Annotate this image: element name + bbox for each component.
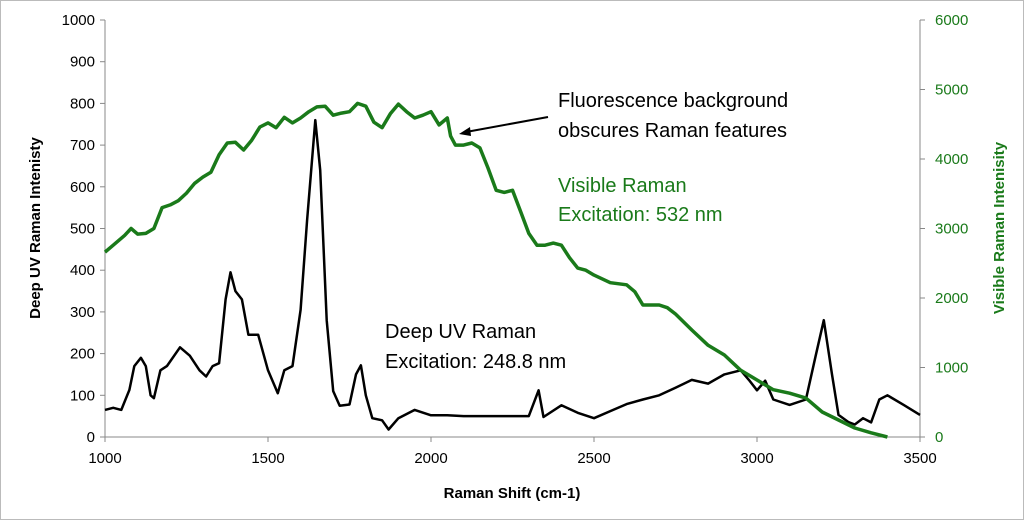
annotation-uv-1: Deep UV Raman	[385, 321, 536, 343]
x-tick-label: 2500	[577, 450, 610, 467]
x-axis-title: Raman Shift (cm-1)	[444, 485, 581, 502]
left-tick-label: 600	[70, 179, 95, 196]
x-tick-label: 3500	[903, 450, 936, 467]
left-tick-label: 500	[70, 221, 95, 238]
left-tick-label: 700	[70, 137, 95, 154]
left-tick-label: 800	[70, 95, 95, 112]
x-tick-label: 3000	[740, 450, 773, 467]
right-tick-label: 2000	[935, 290, 968, 307]
left-tick-label: 300	[70, 304, 95, 321]
annotation-visible-1: Visible Raman	[558, 175, 687, 197]
annotation-fluorescence-1: Fluorescence background	[558, 90, 788, 112]
x-tick-label: 1000	[88, 450, 121, 467]
right-tick-label: 1000	[935, 360, 968, 377]
right-tick-label: 6000	[935, 12, 968, 29]
x-tick-label: 2000	[414, 450, 447, 467]
right-tick-label: 4000	[935, 151, 968, 168]
left-tick-label: 0	[87, 429, 95, 446]
annotation-uv-2: Excitation: 248.8 nm	[385, 351, 566, 373]
left-tick-label: 200	[70, 346, 95, 363]
arrow-head	[459, 127, 471, 136]
right-tick-label: 5000	[935, 82, 968, 99]
left-tick-label: 900	[70, 54, 95, 71]
annotation-fluorescence-2: obscures Raman features	[558, 120, 787, 142]
left-tick-label: 1000	[62, 12, 95, 29]
right-tick-label: 0	[935, 429, 943, 446]
deep-uv-series-line	[104, 118, 921, 431]
annotation-arrow	[465, 116, 549, 133]
x-tick-label: 1500	[251, 450, 284, 467]
left-tick-label: 100	[70, 387, 95, 404]
right-axis-title: Visible Raman Intenisity	[991, 141, 1008, 314]
right-tick-label: 3000	[935, 221, 968, 238]
left-axis-title: Deep UV Raman Intenisty	[27, 136, 44, 318]
left-tick-label: 400	[70, 262, 95, 279]
visible-series-line	[103, 101, 888, 439]
annotation-visible-2: Excitation: 532 nm	[558, 204, 723, 226]
